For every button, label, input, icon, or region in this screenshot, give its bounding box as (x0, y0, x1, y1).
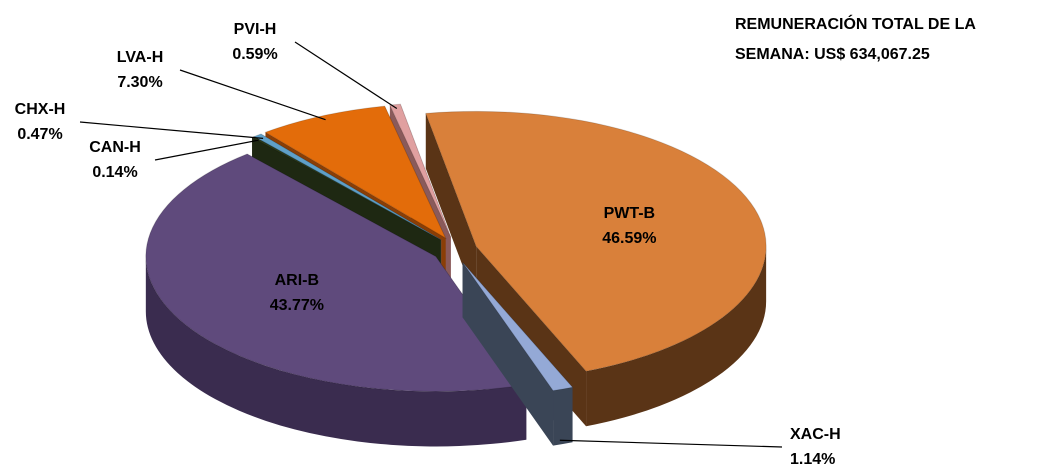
leader-line (294, 41, 398, 110)
data-label-value: 43.77% (270, 297, 324, 314)
slice-wall (462, 262, 554, 446)
data-label-name: LVA-H (117, 49, 164, 66)
data-label-value: 7.30% (117, 74, 162, 91)
data-label-value: 0.59% (232, 46, 277, 63)
data-label-value: 46.59% (602, 230, 656, 247)
data-label-name: PWT-B (604, 205, 656, 222)
leader-line (79, 121, 264, 139)
annotation: SEMANA: US$ 634,067.25 (735, 46, 930, 63)
data-label-name: PVI-H (234, 21, 277, 38)
leader-line (179, 69, 326, 121)
slice-top (425, 110, 767, 372)
slice (145, 153, 528, 447)
data-label-name: ARI-B (275, 272, 319, 289)
leader-line (154, 139, 259, 161)
leader-line (559, 439, 783, 448)
data-label-name: CAN-H (89, 139, 141, 156)
annotation: REMUNERACIÓN TOTAL DE LA (735, 14, 976, 33)
slice-top (264, 105, 447, 240)
data-label-value: 1.14% (790, 451, 835, 468)
slice-top (253, 133, 442, 241)
slice-top (145, 153, 528, 392)
data-label-name: CHX-H (15, 101, 66, 118)
slice-top (389, 103, 452, 238)
slice-side (145, 256, 527, 447)
data-label-value: 0.14% (92, 164, 137, 181)
data-label-value: 0.47% (17, 126, 62, 143)
data-label-name: XAC-H (790, 426, 841, 443)
slice-wall (425, 113, 477, 302)
slice-side (553, 387, 573, 446)
slice (462, 262, 574, 446)
slice-top (462, 262, 574, 392)
slice-side (586, 246, 767, 427)
